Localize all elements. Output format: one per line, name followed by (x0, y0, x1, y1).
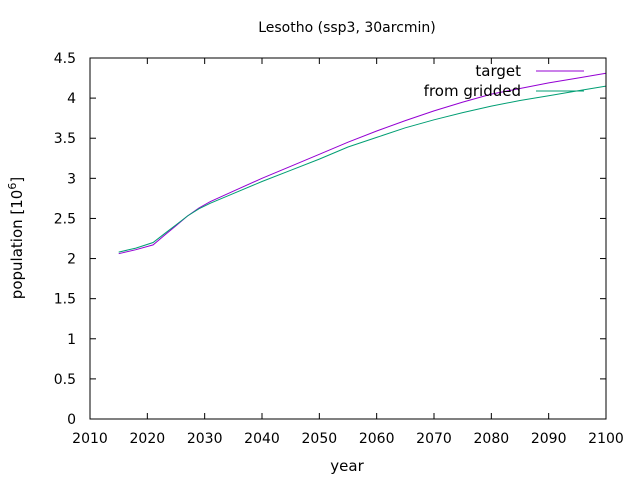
y-tick-label: 3 (67, 171, 76, 187)
y-tick-label: 2 (67, 252, 76, 268)
x-tick-label: 2100 (588, 431, 624, 447)
x-tick-label: 2080 (474, 431, 510, 447)
y-tick-label: 1 (67, 332, 76, 348)
x-tick-label: 2070 (416, 431, 452, 447)
legend-label: from gridded (424, 82, 521, 100)
y-tick-label: 1.5 (54, 292, 76, 308)
axis-ticks: 2010 2020 2030 2040 2050 2060 2070 2080 2090 2100… (54, 51, 624, 447)
y-tick-label: 0 (67, 412, 76, 428)
y-tick-label: 4.5 (54, 51, 76, 67)
y-axis-title: population [106] (6, 177, 26, 299)
y-tick-label: 0.5 (54, 372, 76, 388)
legend: target from gridded (424, 62, 584, 100)
series-lines (118, 72, 607, 255)
x-tick-label: 2050 (302, 431, 338, 447)
chart-title: Lesotho (ssp3, 30arcmin) (258, 20, 436, 36)
x-tick-label: 2030 (187, 431, 223, 447)
y-tick-label: 2.5 (54, 211, 76, 227)
x-axis-title: year (330, 457, 364, 475)
legend-label: target (475, 62, 521, 80)
x-tick-label: 2040 (244, 431, 280, 447)
x-tick-label: 2090 (531, 431, 567, 447)
y-tick-label: 4 (67, 91, 76, 107)
series-line-from-gridded (118, 85, 607, 253)
x-tick-label: 2060 (359, 431, 395, 447)
x-tick-label: 2010 (72, 431, 108, 447)
plot-frame (89, 57, 607, 420)
x-tick-label: 2020 (130, 431, 166, 447)
y-axis-title-superscript: 6 (6, 183, 19, 190)
y-axis-title-main: population [10 (8, 190, 26, 300)
y-axis-title-suffix: ] (8, 177, 26, 183)
series-line-target (118, 72, 607, 255)
y-tick-label: 3.5 (54, 131, 76, 147)
